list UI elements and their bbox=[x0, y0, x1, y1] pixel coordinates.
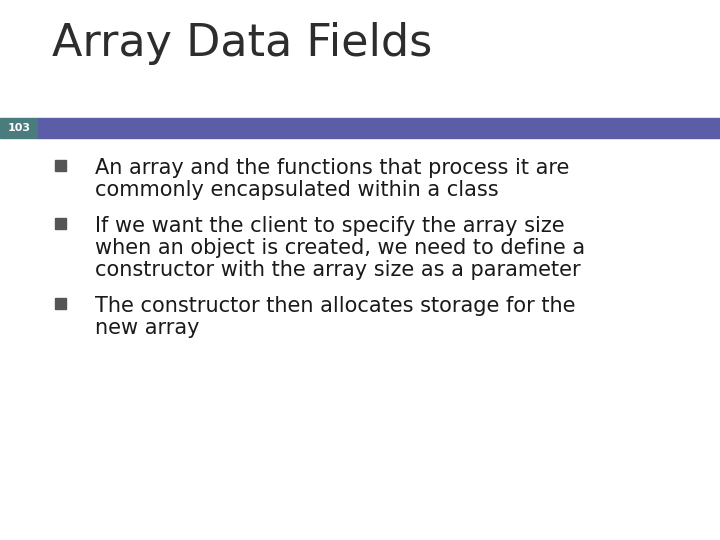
Text: when an object is created, we need to define a: when an object is created, we need to de… bbox=[95, 238, 585, 258]
Text: commonly encapsulated within a class: commonly encapsulated within a class bbox=[95, 180, 499, 200]
Bar bbox=[55, 218, 66, 229]
Bar bbox=[55, 160, 66, 171]
Bar bbox=[0, 118, 38, 138]
Text: new array: new array bbox=[95, 318, 199, 338]
Bar bbox=[55, 298, 66, 309]
Text: The constructor then allocates storage for the: The constructor then allocates storage f… bbox=[95, 296, 575, 316]
Text: 103: 103 bbox=[7, 123, 30, 133]
Text: constructor with the array size as a parameter: constructor with the array size as a par… bbox=[95, 260, 580, 280]
Text: An array and the functions that process it are: An array and the functions that process … bbox=[95, 158, 570, 178]
Bar bbox=[38, 118, 720, 138]
Text: Array Data Fields: Array Data Fields bbox=[52, 22, 432, 65]
Text: If we want the client to specify the array size: If we want the client to specify the arr… bbox=[95, 216, 564, 236]
